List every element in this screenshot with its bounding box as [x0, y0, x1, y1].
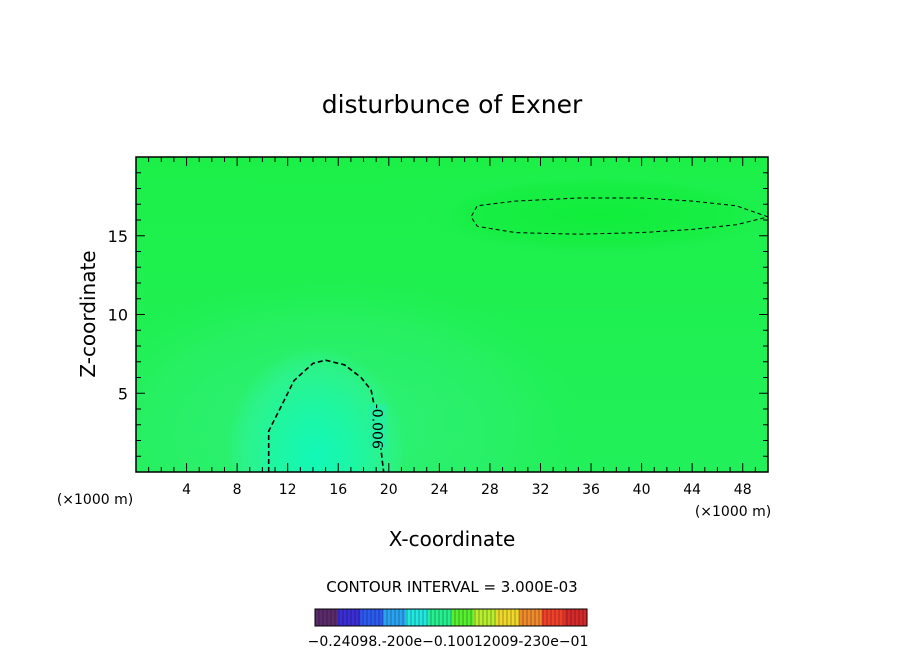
- colorbar-segment: [519, 609, 543, 626]
- x-axis-ticks: 4 8 12 16 20 24 28 32 36 40 44 48: [148, 157, 756, 498]
- x-tick-label: 4: [182, 482, 191, 498]
- y-tick-label: 5: [118, 384, 128, 403]
- x-tick-label: 32: [532, 482, 550, 498]
- colorbar-segment: [405, 609, 429, 626]
- x-tick-label: 8: [233, 482, 242, 498]
- x-tick-label: 16: [329, 482, 347, 498]
- colorbar: [314, 608, 588, 627]
- colorbar-segment: [496, 609, 520, 626]
- x-unit-label-left: (×1000 m): [57, 492, 133, 508]
- y-axis-label: Z-coordinate: [76, 250, 100, 377]
- x-tick-label: 44: [683, 482, 701, 498]
- x-tick-label: 28: [481, 482, 499, 498]
- x-tick-label: 20: [380, 482, 398, 498]
- chart-title: disturbunce of Exner: [322, 90, 583, 119]
- x-unit-label-right: (×1000 m): [695, 504, 771, 520]
- x-tick-label: 12: [279, 482, 297, 498]
- x-tick-label: 24: [430, 482, 448, 498]
- x-axis-label: X-coordinate: [389, 527, 516, 551]
- colorbar-segment: [315, 609, 339, 626]
- colorbar-segment: [360, 609, 384, 626]
- colorbar-segment: [337, 609, 361, 626]
- contour-label: -0.006: [368, 404, 384, 449]
- y-tick-label: 10: [108, 306, 128, 325]
- field-low-region: [226, 320, 406, 472]
- field-high-region: [410, 170, 768, 260]
- colorbar-segment: [428, 609, 452, 626]
- colorbar-segment: [473, 609, 497, 626]
- colorbar-tick-labels: −0.24098.‐200e−0.10012009‐230e−01: [308, 634, 589, 650]
- contour-layer: -0.006: [267, 197, 768, 472]
- y-tick-label: 15: [108, 227, 128, 246]
- colorbar-segment: [383, 609, 407, 626]
- contour-interval-label: CONTOUR INTERVAL = 3.000E-03: [326, 578, 577, 596]
- x-tick-label: 48: [734, 482, 752, 498]
- colorbar-segment: [564, 609, 588, 626]
- x-tick-label: 40: [633, 482, 651, 498]
- x-tick-label: 36: [582, 482, 600, 498]
- y-axis-ticks: 5 10 15: [108, 172, 768, 457]
- contour-label-bg: [368, 404, 387, 449]
- plot-area: -0.006: [136, 157, 768, 472]
- contour-line: [470, 197, 768, 235]
- colorbar-frame: [314, 608, 588, 627]
- colorbar-segment: [541, 609, 565, 626]
- colorbar-segment: [451, 609, 475, 626]
